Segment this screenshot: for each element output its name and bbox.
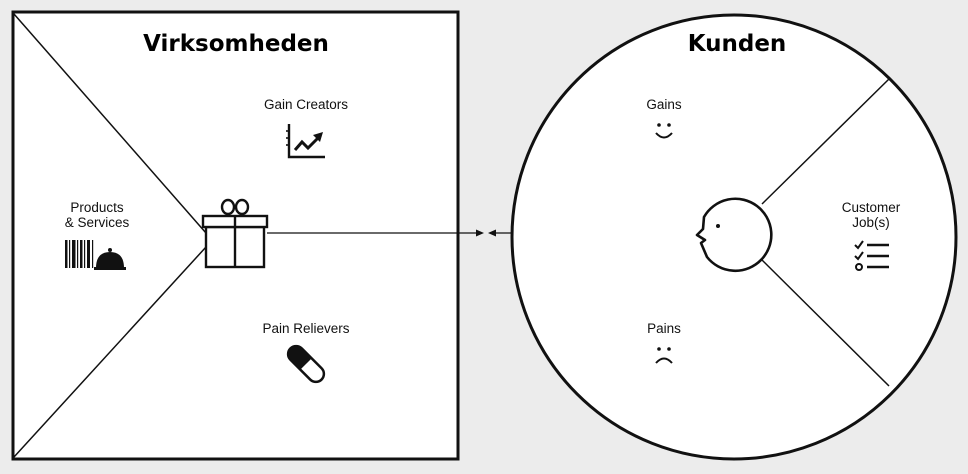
customer-profile: Kunden Gains Customer Job(s) Pains xyxy=(510,13,958,461)
pill-icon xyxy=(286,344,326,384)
gift-icon xyxy=(201,198,269,269)
chart-up-icon xyxy=(286,124,325,159)
gains-label: Gains xyxy=(646,97,682,112)
arrowhead-left xyxy=(488,229,496,237)
arrowhead-right xyxy=(476,229,484,237)
customer-jobs-label-line2: Job(s) xyxy=(852,215,890,230)
customer-jobs-label-line1: Customer xyxy=(842,200,901,215)
products-services-label-line2: & Services xyxy=(65,215,130,230)
face-profile-icon xyxy=(695,197,773,272)
smile-icon xyxy=(655,123,673,139)
value-map-diagonal-bottom xyxy=(13,246,207,458)
value-map: Virksomheden Gain Creators Products & Se… xyxy=(11,10,460,461)
customer-title: Kunden xyxy=(688,31,787,57)
barcode-cloche-icon xyxy=(65,240,126,270)
customer-divider-upper xyxy=(761,78,890,205)
frown-icon xyxy=(655,347,673,364)
value-map-diagonal-top xyxy=(13,13,207,234)
customer-divider-lower xyxy=(761,259,890,387)
products-services-label-line1: Products xyxy=(70,200,124,215)
gain-creators-label: Gain Creators xyxy=(264,97,348,112)
company-title: Virksomheden xyxy=(143,31,329,57)
checklist-icon xyxy=(854,240,889,271)
pains-label: Pains xyxy=(647,321,681,336)
pain-relievers-label: Pain Relievers xyxy=(262,321,349,336)
